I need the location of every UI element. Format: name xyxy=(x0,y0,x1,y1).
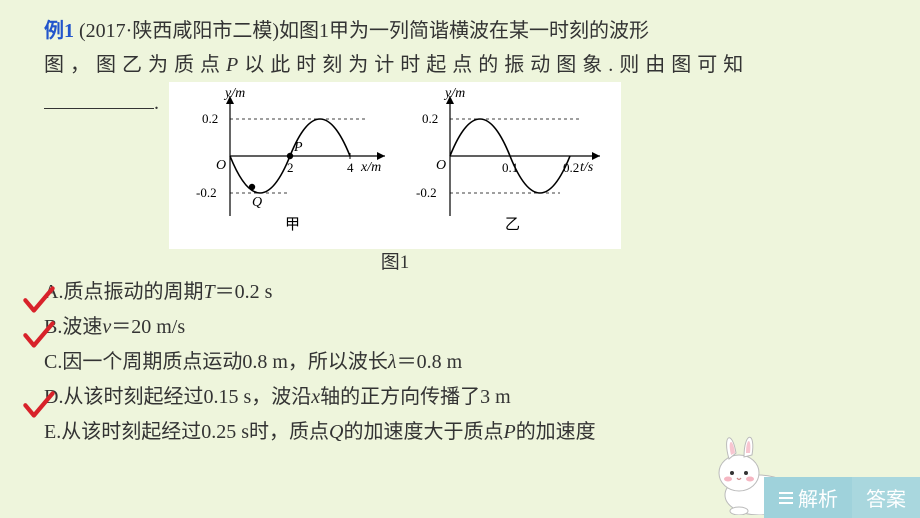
opt-e-t1: 从该时刻起经过0.25 s时，质点 xyxy=(61,421,329,443)
svg-text:2: 2 xyxy=(287,160,294,175)
opt-e-t2: 的加速度大于质点 xyxy=(343,421,503,443)
period: . xyxy=(154,92,159,114)
opt-e-var2: P xyxy=(503,421,515,443)
svg-text:Q: Q xyxy=(252,195,262,210)
example-label: 例1 xyxy=(44,20,74,42)
svg-text:-0.2: -0.2 xyxy=(196,185,217,200)
svg-text:O: O xyxy=(436,158,446,173)
opt-d-t1: 从该时刻起经过0.15 s，波沿 xyxy=(63,386,311,408)
opt-e-var: Q xyxy=(329,421,343,443)
option-c: C.因一个周期质点运动0.8 m，所以波长λ＝0.8 m xyxy=(44,345,880,380)
svg-text:0.1: 0.1 xyxy=(502,160,518,175)
check-icon xyxy=(22,285,56,319)
intro-line1: 如图1甲为一列简谐横波在某一时刻的波形 xyxy=(279,20,649,42)
svg-text:-0.2: -0.2 xyxy=(416,185,437,200)
svg-text:P: P xyxy=(293,140,303,155)
intro-line2a: 图，图乙为质点 xyxy=(44,54,226,76)
svg-text:x/m: x/m xyxy=(360,160,381,175)
opt-c-t1: 因一个周期质点运动0.8 m，所以波长 xyxy=(62,351,388,373)
opt-a-t1: 质点振动的周期 xyxy=(63,281,203,303)
opt-c-var: λ xyxy=(388,351,397,373)
option-d: D.从该时刻起经过0.15 s，波沿x轴的正方向传播了3 m xyxy=(44,380,880,415)
explain-label: 解析 xyxy=(798,483,838,512)
footer-buttons: 解析 答案 xyxy=(764,477,920,518)
opt-b-t1: 波速 xyxy=(62,316,102,338)
svg-text:甲: 甲 xyxy=(285,217,300,233)
figure-panel: y/m 0.2 -0.2 O 2 4 x/m P Q 甲 xyxy=(169,82,621,249)
svg-text:O: O xyxy=(216,158,226,173)
answer-label: 答案 xyxy=(866,483,906,512)
opt-b-var: v xyxy=(102,316,111,338)
explain-button[interactable]: 解析 xyxy=(764,477,852,518)
opt-e-prefix: E. xyxy=(44,421,61,443)
figure-container: y/m 0.2 -0.2 O 2 4 x/m P Q 甲 xyxy=(169,82,621,279)
point-p-ref: P xyxy=(226,54,244,76)
svg-text:0.2: 0.2 xyxy=(422,111,438,126)
svg-text:y/m: y/m xyxy=(223,86,245,101)
list-icon xyxy=(778,490,794,506)
intro-line2b: 以此时刻为计时起点的振动图象.则由图可知 xyxy=(244,54,749,76)
check-icon xyxy=(22,320,56,354)
opt-d-var: x xyxy=(311,386,320,408)
svg-text:0.2: 0.2 xyxy=(563,160,579,175)
opt-c-prefix: C. xyxy=(44,351,62,373)
option-b: B.波速v＝20 m/s xyxy=(44,310,880,345)
opt-e-t3: 的加速度 xyxy=(516,421,596,443)
svg-text:4: 4 xyxy=(347,160,354,175)
opt-b-t2: ＝20 m/s xyxy=(111,316,185,338)
svg-text:y/m: y/m xyxy=(443,86,465,101)
svg-text:0.2: 0.2 xyxy=(202,111,218,126)
source-text: (2017·陕西咸阳市二模) xyxy=(79,20,279,42)
opt-a-t2: ＝0.2 s xyxy=(215,281,273,303)
answer-blank xyxy=(44,89,154,109)
opt-a-var: T xyxy=(203,281,214,303)
wave-graph-left: y/m 0.2 -0.2 O 2 4 x/m P Q 甲 xyxy=(175,86,400,236)
svg-text:乙: 乙 xyxy=(505,217,520,233)
opt-d-t2: 轴的正方向传播了3 m xyxy=(320,386,511,408)
check-icon xyxy=(22,390,56,424)
opt-c-t2: ＝0.8 m xyxy=(397,351,463,373)
answer-button[interactable]: 答案 xyxy=(852,477,920,518)
wave-graph-right: y/m 0.2 -0.2 O 0.1 0.2 t/s 乙 xyxy=(400,86,615,236)
option-a: A.质点振动的周期T＝0.2 s xyxy=(44,275,880,310)
svg-text:t/s: t/s xyxy=(580,160,594,175)
